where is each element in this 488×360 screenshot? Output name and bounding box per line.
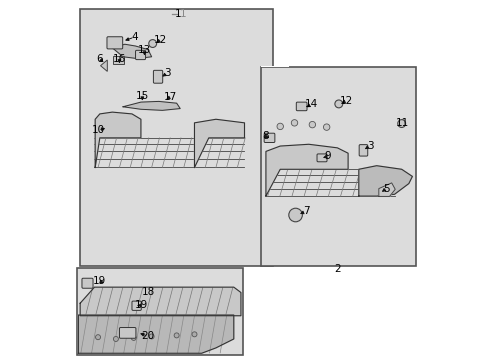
Circle shape <box>334 100 342 108</box>
Circle shape <box>291 120 297 126</box>
Circle shape <box>276 123 283 130</box>
Bar <box>260 67 415 266</box>
Text: 19: 19 <box>135 300 148 310</box>
Text: 3: 3 <box>164 68 171 78</box>
Circle shape <box>148 40 156 48</box>
Circle shape <box>308 121 315 128</box>
Text: 14: 14 <box>305 99 318 109</box>
Polygon shape <box>265 144 347 196</box>
Polygon shape <box>112 44 151 59</box>
Text: 13: 13 <box>138 45 151 55</box>
Circle shape <box>174 333 179 338</box>
Text: 4: 4 <box>131 32 138 42</box>
Polygon shape <box>78 315 233 353</box>
Text: 17: 17 <box>163 92 177 102</box>
Circle shape <box>323 124 329 130</box>
Polygon shape <box>194 119 244 167</box>
Circle shape <box>149 334 154 339</box>
Bar <box>77 267 242 355</box>
FancyBboxPatch shape <box>132 301 141 310</box>
Circle shape <box>192 332 197 337</box>
Text: 2: 2 <box>333 264 340 274</box>
Text: 3: 3 <box>366 141 373 151</box>
Polygon shape <box>378 183 394 197</box>
Circle shape <box>95 335 101 340</box>
Text: 19: 19 <box>92 276 105 287</box>
FancyBboxPatch shape <box>119 328 136 338</box>
FancyBboxPatch shape <box>153 70 163 83</box>
FancyBboxPatch shape <box>296 102 306 111</box>
Circle shape <box>288 208 302 222</box>
Text: 12: 12 <box>154 35 167 45</box>
Text: 7: 7 <box>302 206 308 216</box>
Polygon shape <box>80 287 241 316</box>
Text: 20: 20 <box>141 331 154 341</box>
Text: 12: 12 <box>339 96 352 106</box>
FancyBboxPatch shape <box>107 37 122 49</box>
Text: 11: 11 <box>395 118 408 128</box>
Text: 5: 5 <box>382 184 389 194</box>
Text: 9: 9 <box>324 152 330 161</box>
Bar <box>80 9 272 266</box>
Bar <box>260 66 288 67</box>
Text: 6: 6 <box>96 54 103 64</box>
Circle shape <box>131 336 136 341</box>
Polygon shape <box>101 60 107 71</box>
FancyBboxPatch shape <box>316 154 326 162</box>
Text: 1: 1 <box>179 9 186 19</box>
Text: 15: 15 <box>136 91 149 101</box>
FancyBboxPatch shape <box>82 278 93 288</box>
Polygon shape <box>95 112 141 167</box>
Bar <box>113 56 124 64</box>
FancyBboxPatch shape <box>264 133 274 143</box>
Text: 1: 1 <box>175 9 182 19</box>
Circle shape <box>397 120 405 127</box>
Text: 8: 8 <box>262 131 268 141</box>
FancyBboxPatch shape <box>358 145 367 156</box>
Polygon shape <box>358 166 411 196</box>
FancyBboxPatch shape <box>135 50 145 60</box>
Text: 18: 18 <box>142 287 155 297</box>
Text: 10: 10 <box>91 125 104 135</box>
Polygon shape <box>123 102 180 111</box>
Text: 16: 16 <box>113 54 126 64</box>
Circle shape <box>113 337 118 342</box>
